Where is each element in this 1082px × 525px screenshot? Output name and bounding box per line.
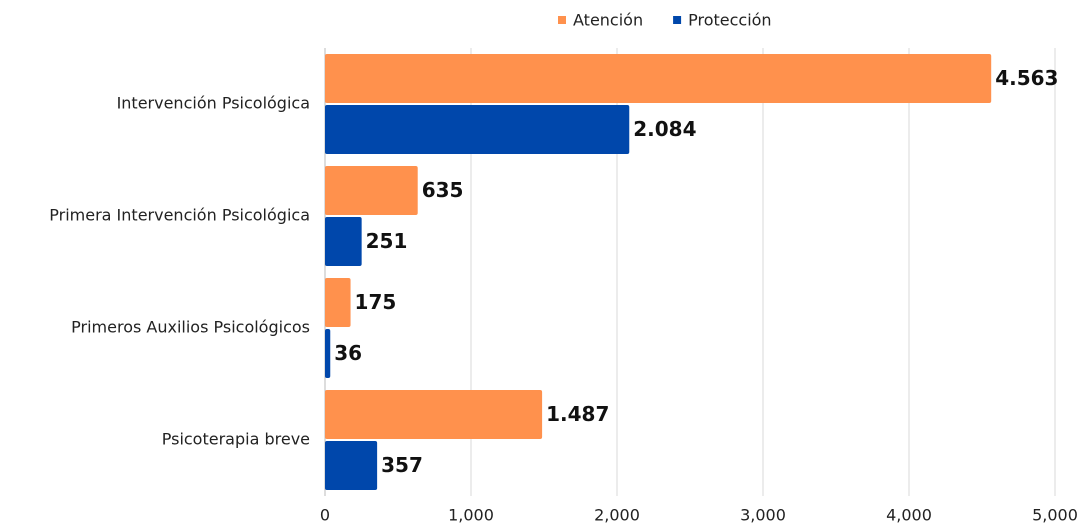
bar [325,441,378,490]
bar [325,390,543,439]
bar [325,54,992,103]
x-tick-label: 4,000 [886,506,932,525]
y-tick-label: Primera Intervención Psicológica [49,206,310,225]
legend-swatch [558,16,566,24]
legend-label: Atención [573,11,643,30]
x-tick-label: 5,000 [1032,506,1078,525]
value-label: 2.084 [633,117,696,141]
value-label: 635 [422,178,464,202]
y-tick-label: Primeros Auxilios Psicológicos [71,318,310,337]
value-label: 175 [355,290,397,314]
bar [325,329,331,378]
legend-label: Protección [688,11,771,30]
bar [325,217,362,266]
bar [325,278,351,327]
value-label: 357 [381,453,423,477]
legend-swatch [673,16,682,24]
value-label: 1.487 [546,402,609,426]
x-tick-label: 2,000 [594,506,640,525]
x-tick-label: 0 [320,506,330,525]
value-label: 36 [334,341,362,365]
x-tick-label: 3,000 [740,506,786,525]
bar [325,166,418,215]
y-tick-label: Psicoterapia breve [162,430,310,449]
value-label: 251 [366,229,408,253]
y-tick-label: Intervención Psicológica [117,94,310,113]
x-tick-label: 1,000 [448,506,494,525]
value-label: 4.563 [995,66,1058,90]
bar [325,105,630,154]
